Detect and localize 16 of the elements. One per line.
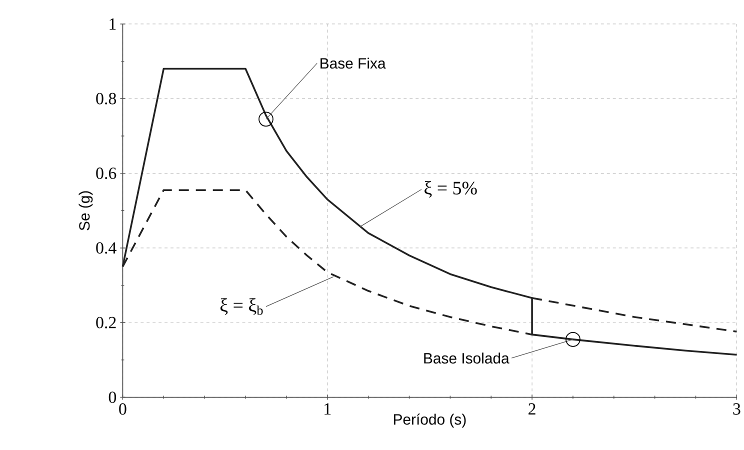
y-axis-title: Se (g) bbox=[78, 191, 93, 230]
x-axis-title: Período (s) bbox=[394, 414, 466, 428]
x-tick-label: 3 bbox=[733, 403, 740, 415]
annotation: Base Isolada bbox=[424, 352, 510, 364]
y-tick-label: 0.4 bbox=[96, 242, 116, 254]
x-tick-label: 0 bbox=[119, 403, 126, 415]
y-tick-label: 0.8 bbox=[96, 92, 116, 104]
annotation: Base Fixa bbox=[320, 58, 386, 69]
x-tick-label: 2 bbox=[528, 403, 536, 415]
y-tick-label: 1 bbox=[110, 18, 116, 30]
x-tick-label: 1 bbox=[324, 403, 331, 414]
y-tick-label: 0.6 bbox=[96, 168, 116, 180]
annotation: ξ = 5% bbox=[424, 181, 477, 198]
y-tick-label: 0.2 bbox=[96, 316, 116, 328]
annotation: ξ = ξ$_{b}$ bbox=[220, 298, 263, 315]
y-tick-label: 0 bbox=[108, 392, 116, 404]
